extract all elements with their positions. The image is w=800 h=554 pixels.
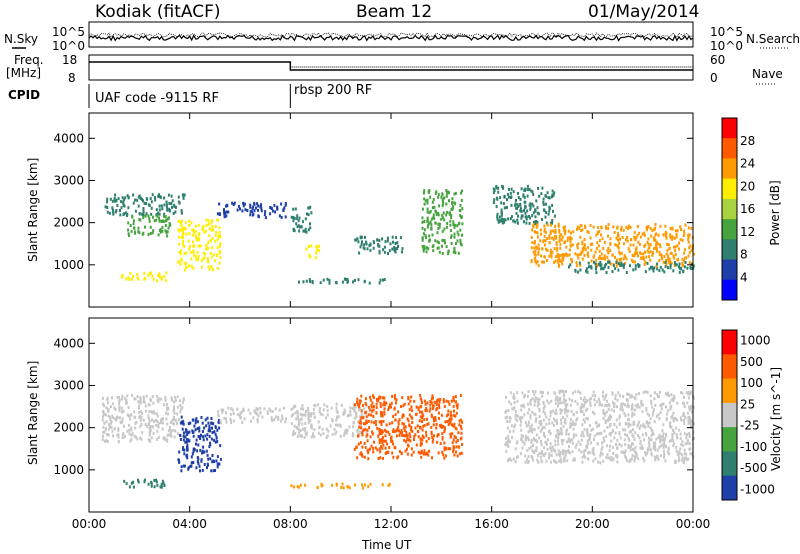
x-tick-label-2: 08:00 — [273, 517, 308, 531]
velocity-colorbar-swatch-5 — [722, 451, 737, 477]
power-colorbar-tick-3: 16 — [740, 202, 755, 216]
power-colorbar-swatch-6 — [722, 239, 737, 261]
velocity-colorbar-tick-4: -25 — [740, 419, 760, 433]
velocity-region-1 — [177, 415, 222, 473]
x-tick-label-5: 20:00 — [575, 517, 610, 531]
velocity-colorbar-tick-2: 100 — [740, 376, 763, 390]
freq-left-tick-top: 18 — [62, 53, 78, 67]
noise-right-tick-top: 10^5 — [710, 25, 743, 39]
power-colorbar-swatch-1 — [722, 138, 737, 159]
power-colorbar-tick-2: 12 — [740, 225, 755, 239]
power-region-4 — [120, 271, 168, 283]
velocity-colorbar-swatch-6 — [722, 475, 737, 501]
noise-sky-trace — [88, 34, 694, 42]
velocity-ytick-2: 3000 — [53, 378, 84, 392]
x-tick-label-4: 16:00 — [474, 517, 509, 531]
freq-label-line2: [MHz] — [6, 66, 42, 80]
x-tick-label-0: 00:00 — [72, 517, 107, 531]
velocity-region-2 — [123, 478, 166, 489]
velocity-colorbar-frame — [721, 329, 738, 501]
power-ytick-0: 1000 — [53, 258, 84, 272]
power-region-0 — [104, 193, 186, 217]
power-region-8 — [421, 189, 464, 256]
noise-search-trace — [88, 32, 694, 38]
power-region-6 — [305, 244, 321, 260]
cpid-label: CPID — [8, 88, 41, 102]
freq-left-tick-bottom: 8 — [68, 71, 76, 85]
power-colorbar-swatch-3 — [722, 178, 737, 200]
power-colorbar-swatch-5 — [722, 219, 737, 240]
freq-trace — [89, 61, 693, 71]
noise-panel-frame — [88, 21, 694, 48]
power-panel-frame — [88, 112, 694, 308]
velocity-panel-frame — [88, 317, 694, 513]
noise-right-tick-bottom: 10^0 — [710, 39, 743, 53]
power-colorbar-swatch-8 — [722, 279, 737, 301]
power-colorbar-tick-4: 20 — [740, 179, 755, 193]
velocity-colorbar-tick-5: -100 — [740, 440, 767, 454]
power-colorbar-tick-5: 24 — [740, 157, 755, 171]
power-colorbar-swatch-4 — [722, 198, 737, 220]
velocity-region-3 — [217, 406, 288, 425]
power-region-9 — [492, 184, 556, 226]
noise-left-tick-bottom: 10^0 — [52, 39, 85, 53]
power-region-7 — [354, 235, 404, 255]
nsky-label: N.Sky — [4, 32, 39, 46]
velocity-colorbar-tick-0: 1000 — [740, 334, 771, 348]
velocity-region-7 — [504, 389, 695, 465]
velocity-region-4 — [290, 402, 368, 439]
power-region-3 — [216, 201, 287, 220]
x-tick-label-6: 00:00 — [676, 517, 711, 531]
velocity-colorbar-tick-7: -1000 — [740, 482, 775, 496]
power-colorbar-swatch-2 — [722, 158, 737, 180]
power-ytick-2: 3000 — [53, 173, 84, 187]
x-tick-label-1: 04:00 — [172, 517, 207, 531]
velocity-region-6 — [290, 482, 391, 490]
power-region-11 — [568, 260, 695, 275]
velocity-region-0 — [101, 393, 187, 444]
x-axis-label: Time UT — [362, 538, 412, 552]
nave-label: Nave — [752, 67, 783, 81]
power-colorbar-swatch-7 — [722, 259, 737, 281]
freq-label-line1: Freq. — [14, 53, 44, 67]
velocity-colorbar-swatch-3 — [722, 402, 737, 428]
freq-right-tick-top: 60 — [710, 53, 726, 67]
velocity-colorbar-swatch-1 — [722, 354, 737, 380]
power-region-2 — [177, 218, 222, 272]
power-colorbar-swatch-0 — [722, 118, 737, 139]
beam-title: Beam 12 — [356, 2, 433, 22]
velocity-colorbar-tick-3: 25 — [740, 397, 755, 411]
station-title: Kodiak (fitACF) — [95, 2, 221, 22]
velocity-ytick-0: 1000 — [53, 463, 84, 477]
cpid-segment-1-label: UAF code -9115 RF — [95, 91, 219, 106]
power-colorbar-frame — [721, 117, 738, 301]
velocity-colorbar-tick-1: 500 — [740, 355, 763, 369]
power-region-5 — [290, 205, 313, 234]
power-region-10 — [530, 222, 695, 268]
velocity-region-5 — [353, 394, 464, 461]
power-ytick-3: 4000 — [53, 131, 84, 145]
power-colorbar-tick-6: 28 — [740, 134, 755, 148]
power-region-12 — [298, 277, 386, 285]
noise-left-tick-top: 10^5 — [52, 25, 85, 39]
velocity-ytick-3: 4000 — [53, 336, 84, 350]
velocity-colorbar-swatch-2 — [722, 378, 737, 404]
velocity-colorbar-swatch-0 — [722, 330, 737, 355]
power-ytick-1: 2000 — [53, 216, 84, 230]
velocity-ytick-1: 2000 — [53, 421, 84, 435]
cpid-segment-2-label: rbsp 200 RF — [294, 83, 373, 98]
nsearch-label: N.Search — [746, 32, 800, 46]
power-region-1 — [127, 214, 172, 238]
velocity-colorbar-swatch-4 — [722, 427, 737, 452]
date-title: 01/May/2014 — [588, 2, 700, 22]
x-tick-label-3: 12:00 — [374, 517, 409, 531]
freq-right-tick-bottom: 0 — [710, 71, 718, 85]
velocity-colorbar-tick-6: -500 — [740, 461, 767, 475]
power-colorbar-tick-1: 8 — [740, 248, 748, 262]
power-colorbar-tick-0: 4 — [740, 270, 748, 284]
